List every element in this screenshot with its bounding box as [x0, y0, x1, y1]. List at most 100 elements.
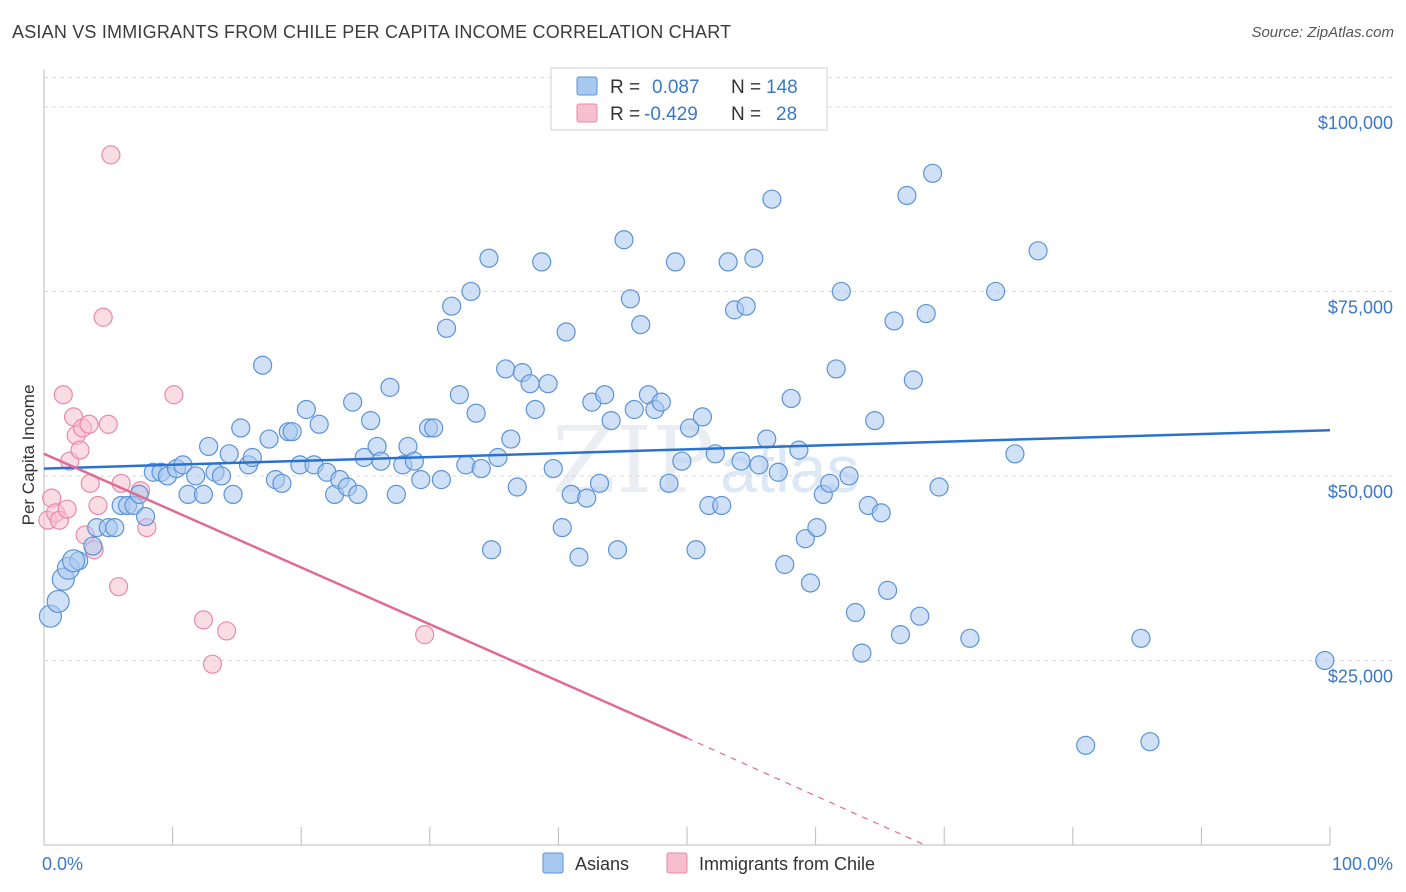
asian-point-90	[620, 289, 641, 309]
legend-r-value-2: -0.429	[644, 104, 698, 125]
y-tick-labels: $25,000 $50,000 $75,000 $100,000	[1318, 113, 1393, 687]
asian-point-99	[679, 418, 700, 438]
bottom-legend-swatch-chile	[666, 852, 688, 874]
legend-n-value-1: 148	[766, 77, 798, 98]
asian-point-30	[242, 447, 262, 468]
asian-point-89	[614, 230, 634, 250]
asian-point-115	[781, 388, 801, 409]
chile-point-17	[98, 414, 118, 434]
asian-point-132	[890, 625, 911, 645]
legend-r-value-1: 0.087	[652, 77, 700, 98]
asian-point-72	[507, 477, 527, 497]
asian-point-136	[916, 303, 936, 324]
bottom-legend-label-asians: Asians	[575, 854, 629, 874]
asian-point-113	[768, 462, 788, 482]
asian-point-130	[878, 580, 898, 600]
asian-point-108	[736, 296, 756, 316]
y-tick-label-0: $25,000	[1328, 666, 1393, 686]
legend-swatch-asians	[576, 76, 598, 96]
asian-point-23	[199, 436, 219, 457]
asian-point-98	[672, 451, 692, 471]
asian-point-77	[538, 374, 558, 394]
asian-point-34	[272, 473, 292, 493]
asian-point-112	[762, 189, 782, 209]
chile-point-4	[53, 385, 73, 405]
chile-point-15	[88, 495, 108, 516]
asian-point-96	[659, 473, 679, 493]
asian-point-140	[986, 281, 1006, 302]
asian-point-82	[569, 547, 589, 567]
chile-point-12	[79, 414, 99, 434]
asian-point-88	[607, 540, 628, 560]
asian-point-21	[186, 466, 206, 486]
asian-point-125	[845, 602, 866, 623]
y-tick-label-3: $100,000	[1318, 113, 1393, 133]
asian-point-66	[471, 458, 491, 479]
asian-point-111	[757, 429, 777, 449]
asian-point-28	[231, 418, 251, 438]
asian-point-48	[361, 410, 381, 431]
asian-point-26	[219, 444, 239, 464]
asian-point-75	[525, 399, 545, 420]
bottom-legend-swatch-asians	[542, 852, 564, 874]
chile-point-9	[70, 440, 90, 460]
asian-point-31	[253, 355, 273, 375]
asian-point-137	[923, 163, 943, 183]
asian-point-27	[223, 484, 243, 505]
asian-point-109	[744, 248, 764, 268]
bottom-legend: Asians Immigrants from Chile	[542, 852, 875, 874]
trend-line-chile-extension	[686, 737, 926, 846]
asian-point-40	[309, 414, 329, 434]
asian-point-105	[718, 252, 738, 272]
asian-point-22	[193, 484, 214, 505]
asian-point-95	[651, 392, 671, 412]
x-tick-label-max: 100.0%	[1332, 854, 1393, 874]
asian-point-79	[552, 518, 572, 538]
asian-point-71	[501, 429, 521, 449]
chile-point-24	[193, 610, 214, 630]
gridlines	[44, 76, 1392, 661]
asian-point-38	[296, 399, 316, 420]
asian-point-134	[903, 370, 923, 390]
asian-point-52	[386, 484, 406, 505]
asian-point-25	[211, 466, 232, 486]
asian-point-67	[479, 248, 499, 268]
asian-point-121	[820, 473, 840, 493]
asian-point-1	[46, 589, 70, 614]
asian-point-91	[624, 399, 644, 420]
source-label: Source: ZipAtlas.com	[1251, 24, 1394, 41]
asian-point-131	[884, 311, 904, 331]
asian-point-9	[105, 518, 125, 538]
asian-point-87	[601, 410, 621, 431]
asian-point-139	[960, 628, 980, 648]
asian-point-126	[852, 643, 872, 663]
asian-point-32	[259, 429, 279, 449]
asian-point-118	[800, 573, 821, 593]
asian-point-141	[1005, 444, 1025, 464]
asian-point-80	[556, 322, 576, 342]
asian-point-69	[488, 447, 508, 468]
asian-point-101	[692, 407, 713, 427]
series-chile-points	[38, 145, 435, 674]
chile-point-5	[57, 499, 77, 519]
asian-point-76	[532, 252, 552, 272]
asian-point-145	[1140, 732, 1160, 752]
asian-point-46	[348, 484, 368, 505]
asian-point-14	[135, 506, 156, 527]
bottom-legend-label-chile: Immigrants from Chile	[699, 854, 875, 874]
asian-point-65	[466, 403, 486, 423]
asian-point-114	[775, 554, 795, 575]
asian-point-62	[449, 385, 469, 405]
asian-point-129	[871, 503, 891, 523]
asian-point-107	[731, 451, 751, 471]
legend-swatch-chile	[576, 103, 598, 123]
asian-point-51	[380, 377, 400, 397]
y-tick-label-1: $50,000	[1328, 482, 1393, 502]
asian-point-104	[712, 495, 732, 516]
asian-point-61	[442, 296, 462, 316]
asian-point-36	[282, 422, 302, 442]
asian-point-138	[929, 477, 949, 497]
asian-point-70	[496, 359, 516, 379]
asian-point-92	[631, 315, 651, 335]
